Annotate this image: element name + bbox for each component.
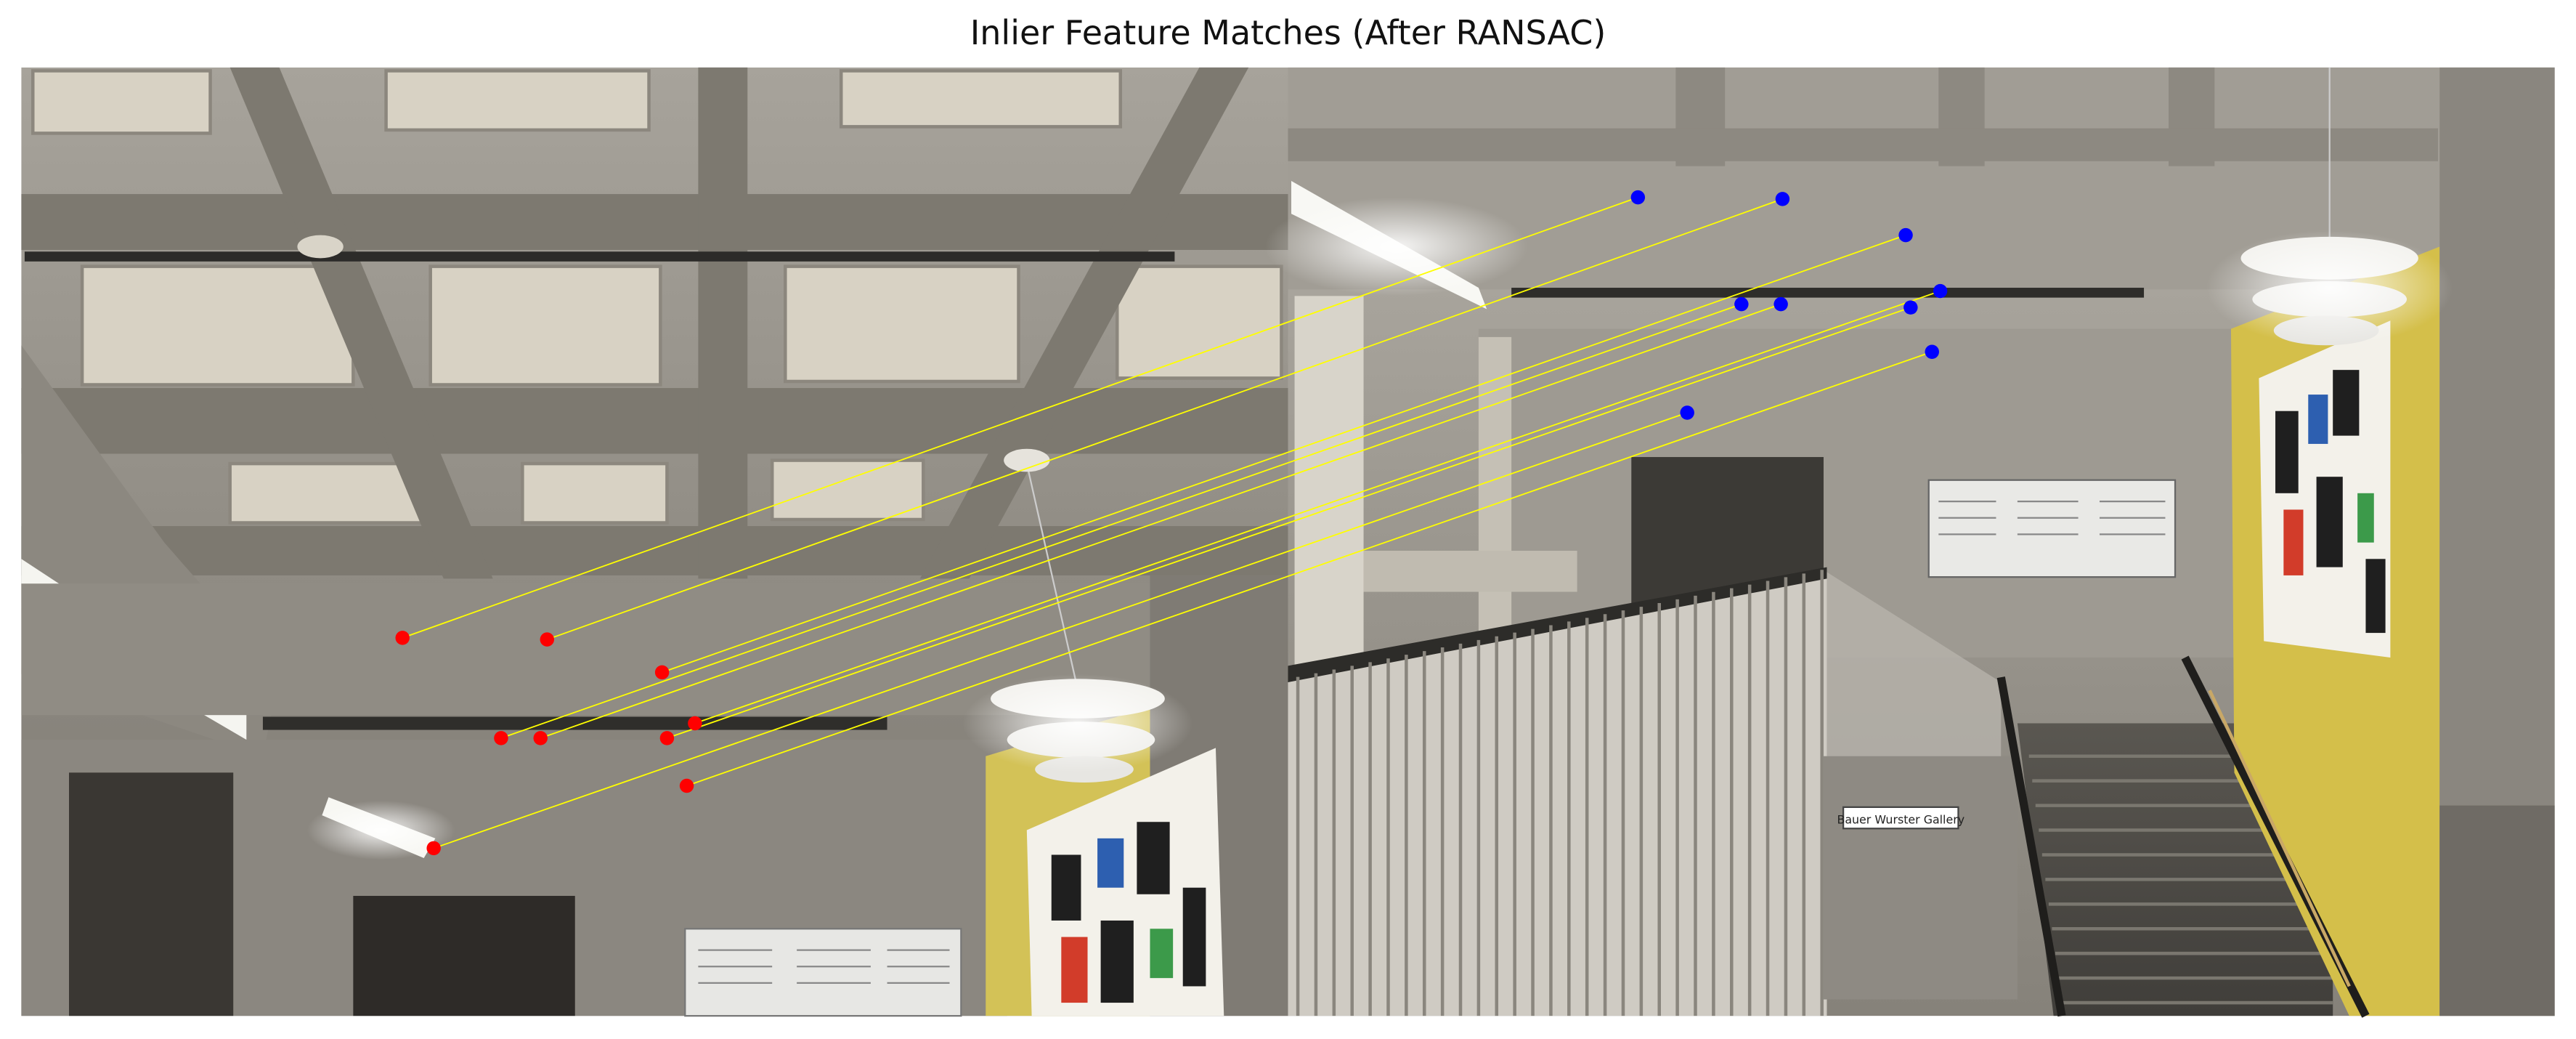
match-line — [686, 351, 1933, 787]
left-image — [0, 67, 1288, 1017]
left-keypoint — [679, 778, 694, 793]
figure-title: Inlier Feature Matches (After RANSAC) — [970, 13, 1606, 52]
left-pipe — [24, 251, 1175, 262]
right-image: Bauer Wurster Gallery — [1264, 67, 2555, 1018]
right-keypoint — [1734, 296, 1749, 312]
gallery-sign — [1842, 806, 1959, 830]
right-railing-slats — [1296, 570, 1824, 1016]
right-keypoint — [1630, 190, 1646, 205]
left-keypoint — [540, 632, 555, 647]
right-keypoint — [1925, 344, 1939, 359]
right-keypoint — [1773, 296, 1788, 312]
left-keypoint — [494, 731, 508, 745]
right-artwork — [2259, 320, 2391, 658]
left-directory-sign — [684, 928, 962, 1017]
match-lines — [402, 196, 1941, 849]
match-line — [667, 307, 1911, 739]
match-line — [433, 412, 1688, 849]
right-keypoint — [1903, 300, 1918, 315]
right-directory-sign — [1927, 479, 2177, 578]
match-line — [662, 234, 1906, 674]
match-line — [500, 303, 1742, 739]
right-keypoint — [1898, 227, 1913, 243]
left-ceiling-beams — [21, 67, 1288, 579]
match-line — [402, 196, 1638, 639]
left-ceiling-coffers — [31, 69, 1283, 525]
left-keypoint — [533, 731, 548, 745]
right-keypoints — [1630, 190, 1948, 420]
right-stairs — [1996, 676, 2333, 1017]
left-keypoint — [659, 731, 675, 745]
gallery-sign-text: Bauer Wurster Gallery — [1837, 812, 1964, 826]
left-keypoint — [654, 665, 670, 680]
match-line — [546, 198, 1783, 640]
right-keypoint — [1933, 283, 1948, 299]
left-artwork — [1026, 748, 1224, 1016]
left-pendant-lamp — [962, 448, 1193, 783]
left-keypoint — [688, 716, 702, 731]
match-line — [540, 303, 1781, 739]
left-keypoints — [395, 631, 702, 856]
right-keypoint — [1680, 405, 1694, 420]
right-pendant-lamp — [2206, 67, 2453, 346]
left-doorway — [353, 896, 575, 1016]
right-keypoint — [1775, 192, 1790, 206]
left-keypoint — [395, 631, 410, 645]
match-line — [694, 290, 1941, 724]
left-keypoint — [426, 841, 441, 856]
